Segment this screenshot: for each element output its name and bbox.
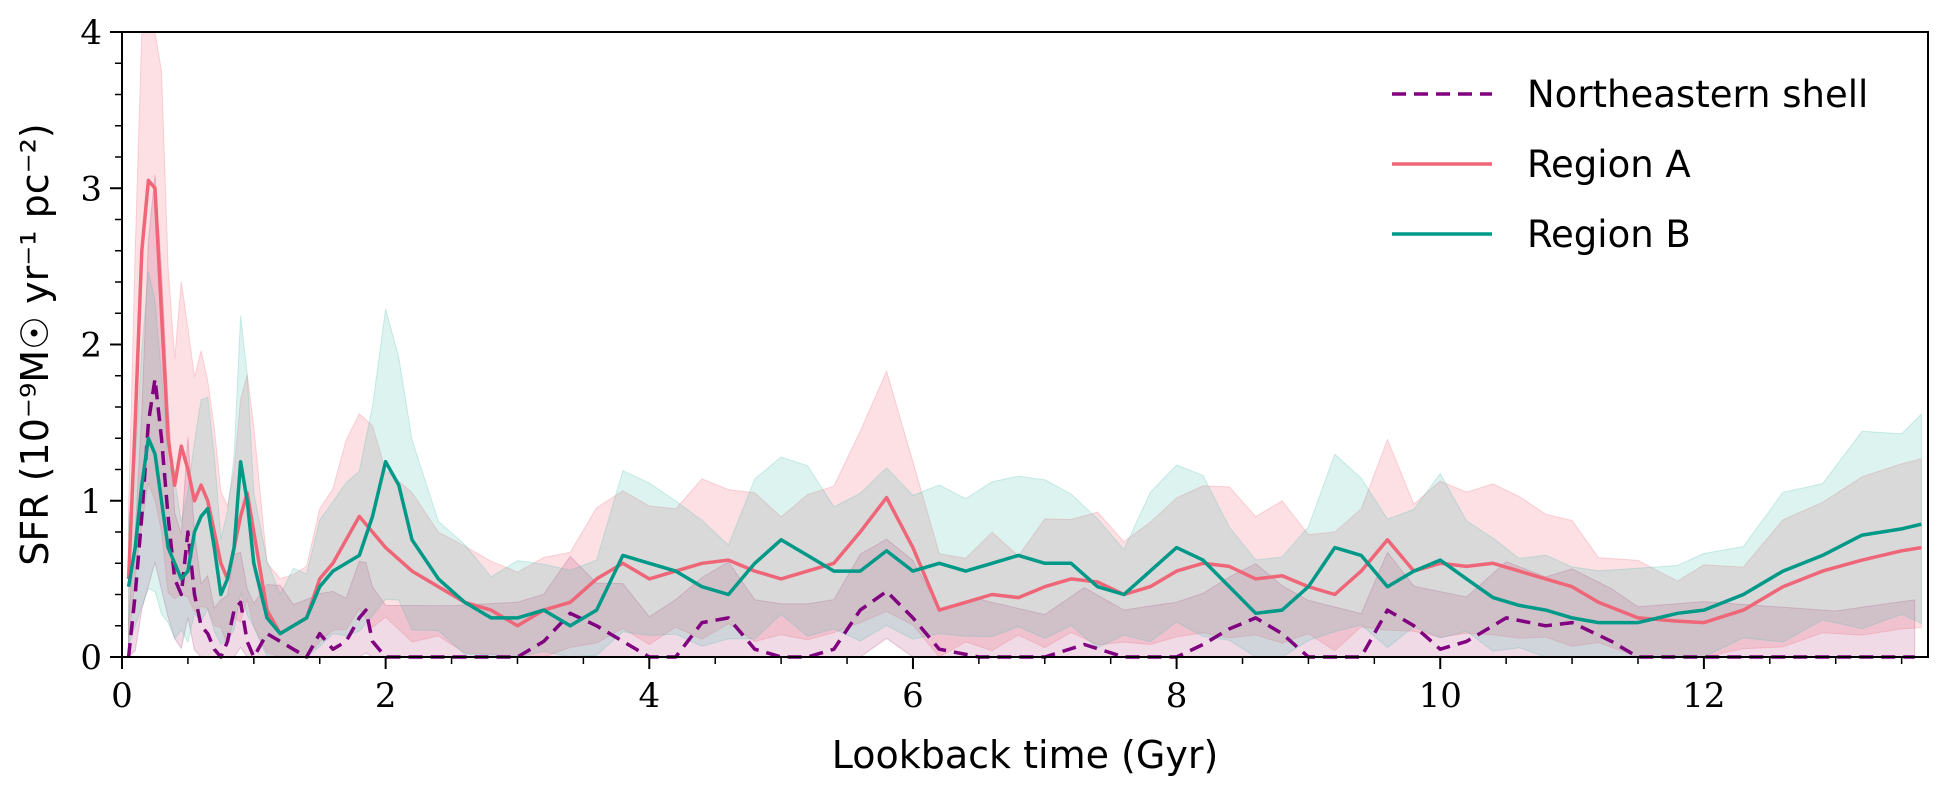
legend-label: Region A [1527, 143, 1691, 186]
axis-ticks [110, 31, 1903, 669]
uncertainty-bands [128, 31, 1922, 659]
series-line-region-b [126, 436, 1922, 636]
y-tick-label: 3 [80, 169, 102, 209]
x-tick-label: 0 [111, 676, 133, 716]
y-tick-labels: 0 1 2 3 4 [80, 13, 102, 678]
x-axis-label: Lookback time (Gyr) [832, 733, 1219, 777]
y-tick-label: 2 [80, 326, 102, 366]
x-tick-label: 4 [638, 676, 660, 716]
legend: Northeastern shell Region A Region B [1392, 73, 1868, 256]
legend-label: Region B [1527, 213, 1691, 256]
x-tick-label: 6 [902, 676, 924, 716]
series-lines [126, 178, 1922, 659]
x-tick-label: 10 [1419, 676, 1462, 716]
x-tick-label: 2 [375, 676, 397, 716]
legend-label: Northeastern shell [1527, 73, 1868, 116]
band-region-b [128, 271, 1922, 658]
x-tick-labels: 0 2 4 6 8 10 12 [111, 676, 1725, 716]
y-tick-label: 0 [80, 638, 102, 678]
x-tick-label: 8 [1166, 676, 1188, 716]
y-axis-label: SFR (10⁻⁹M☉ yr⁻¹ pc⁻²) [13, 123, 57, 565]
y-tick-label: 1 [80, 482, 102, 522]
series-line-northeastern-shell [126, 377, 1915, 659]
series-line-region-a [126, 178, 1922, 636]
x-tick-label: 12 [1682, 676, 1725, 716]
y-tick-label: 4 [80, 13, 102, 53]
